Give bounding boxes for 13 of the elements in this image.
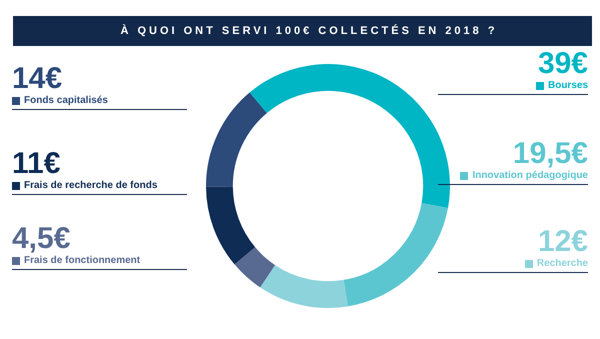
legend-label: Innovation pédagogique bbox=[472, 170, 588, 181]
chart-title: À QUOI ONT SERVI 100€ COLLECTÉS EN 2018 ? bbox=[119, 23, 499, 39]
legend-label: Frais de recherche de fonds bbox=[24, 180, 158, 191]
legend-label: Bourses bbox=[548, 80, 588, 91]
data-label: 11€ bbox=[12, 147, 62, 180]
data-label: 4,5€ bbox=[12, 222, 72, 255]
legend-label: Frais de fonctionnement bbox=[24, 255, 140, 266]
legend-label: Fonds capitalisés bbox=[24, 95, 108, 106]
data-label: 39€ bbox=[536, 47, 588, 80]
legend-label: Recherche bbox=[536, 258, 588, 269]
data-label: 14€ bbox=[12, 62, 64, 95]
data-label: 12€ bbox=[536, 225, 588, 258]
data-label: 19,5€ bbox=[512, 137, 588, 170]
